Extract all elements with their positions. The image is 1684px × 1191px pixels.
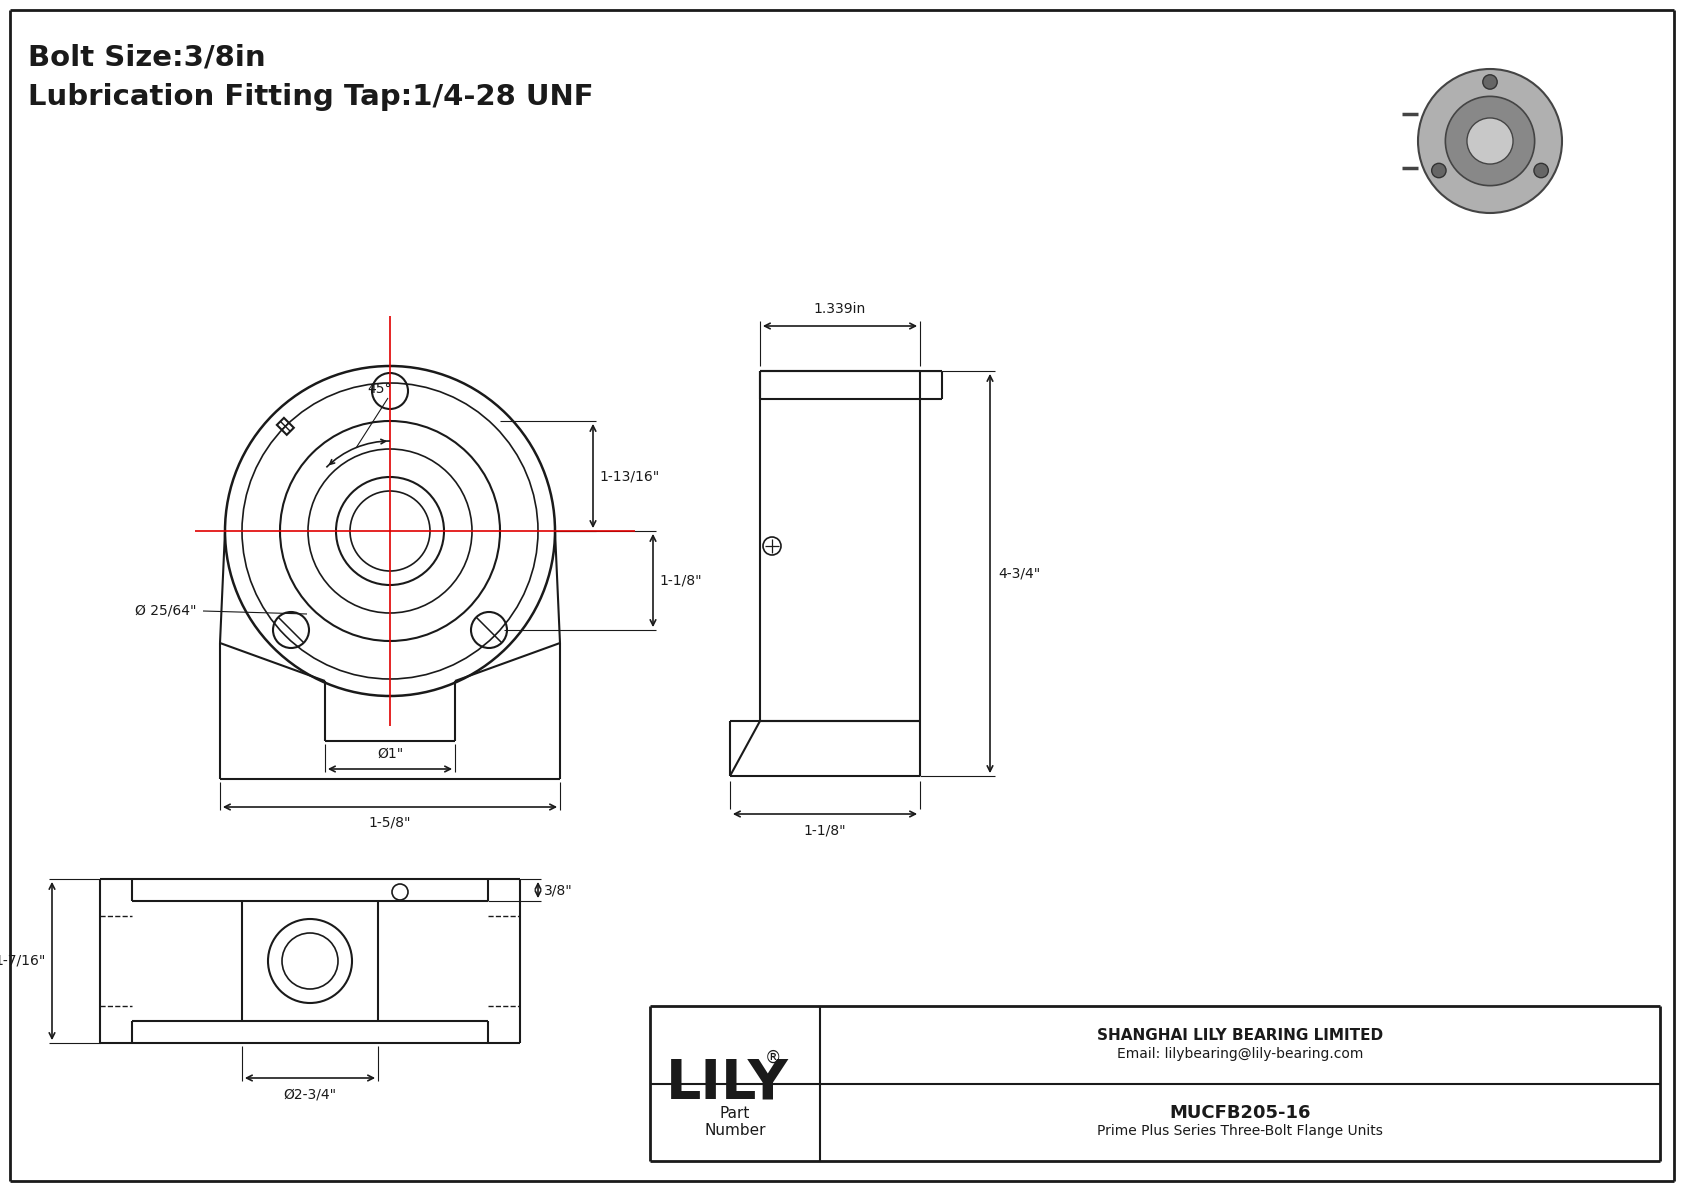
Text: Ø2-3/4": Ø2-3/4" xyxy=(283,1089,337,1102)
Circle shape xyxy=(1467,118,1512,164)
Text: 1-1/8": 1-1/8" xyxy=(803,824,847,838)
Text: ®: ® xyxy=(765,1048,781,1066)
Circle shape xyxy=(1445,96,1534,186)
Text: SHANGHAI LILY BEARING LIMITED: SHANGHAI LILY BEARING LIMITED xyxy=(1096,1028,1383,1043)
Text: Email: lilybearing@lily-bearing.com: Email: lilybearing@lily-bearing.com xyxy=(1116,1047,1362,1061)
Text: 1-7/16": 1-7/16" xyxy=(0,954,45,968)
Text: Prime Plus Series Three-Bolt Flange Units: Prime Plus Series Three-Bolt Flange Unit… xyxy=(1096,1124,1383,1139)
Circle shape xyxy=(1534,163,1548,177)
Text: Lubrication Fitting Tap:1/4-28 UNF: Lubrication Fitting Tap:1/4-28 UNF xyxy=(29,83,594,111)
Circle shape xyxy=(1431,163,1447,177)
Text: Bolt Size:3/8in: Bolt Size:3/8in xyxy=(29,43,266,71)
Text: Ø1": Ø1" xyxy=(377,747,402,761)
Text: 1.339in: 1.339in xyxy=(813,303,866,316)
Text: 1-1/8": 1-1/8" xyxy=(658,574,702,587)
Text: 45°: 45° xyxy=(367,382,392,395)
Text: 1-5/8": 1-5/8" xyxy=(369,815,411,829)
Text: LILY: LILY xyxy=(665,1056,788,1110)
Circle shape xyxy=(1418,69,1563,213)
Text: 3/8": 3/8" xyxy=(544,883,573,897)
Text: Ø 25/64": Ø 25/64" xyxy=(135,604,197,618)
Circle shape xyxy=(1484,75,1497,89)
Text: Part
Number: Part Number xyxy=(704,1106,766,1139)
Text: MUCFB205-16: MUCFB205-16 xyxy=(1169,1104,1310,1122)
Text: 4-3/4": 4-3/4" xyxy=(999,567,1041,580)
Text: 1-13/16": 1-13/16" xyxy=(600,469,658,484)
